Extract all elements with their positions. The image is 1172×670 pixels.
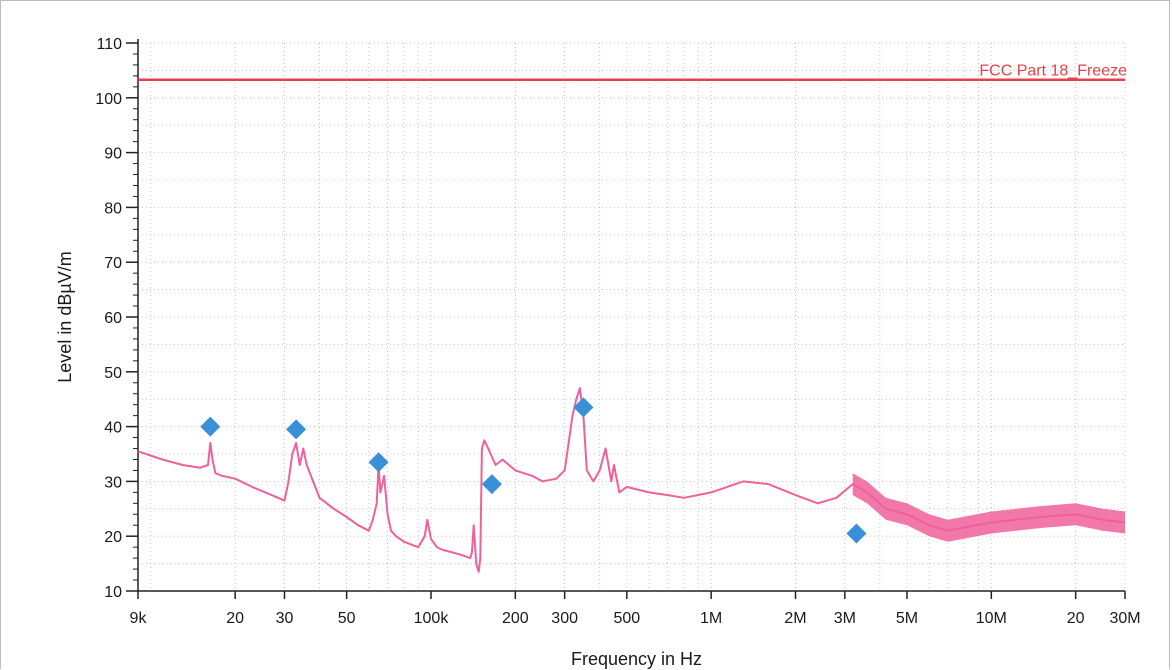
x-tick-label: 50 — [338, 610, 356, 627]
x-tick-label: 500 — [613, 610, 640, 627]
limit-line-group: FCC Part 18_Freeze — [138, 63, 1127, 81]
x-tick-label: 200 — [502, 610, 529, 627]
y-tick-label: 10 — [104, 584, 122, 601]
series-group — [137, 387, 1126, 573]
ticks: 10 20 30 40 50 60 70 80 90 100 110 9k 20 30 50 100k 200 3… — [95, 36, 1140, 627]
x-tick-label: 9k — [130, 610, 148, 627]
x-tick-label: 30M — [1109, 610, 1140, 627]
grid — [137, 42, 1126, 592]
x-tick-label: 30 — [276, 610, 294, 627]
peak-marker — [573, 397, 594, 418]
peak-marker — [286, 419, 307, 440]
x-tick-label: 300 — [551, 610, 578, 627]
y-tick-label: 60 — [104, 310, 122, 327]
y-tick-label: 90 — [104, 146, 122, 163]
peak-marker — [200, 416, 221, 437]
peak-marker — [481, 474, 502, 495]
x-tick-label: 10M — [976, 610, 1007, 627]
x-tick-label: 2M — [784, 610, 806, 627]
y-tick-label: 20 — [104, 529, 122, 546]
x-tick-label: 5M — [896, 610, 918, 627]
y-axis-title: Level in dBµV/m — [55, 251, 75, 382]
axes — [137, 39, 1125, 592]
peak-marker — [368, 452, 389, 473]
x-tick-label: 100k — [414, 610, 450, 627]
y-tick-label: 100 — [95, 91, 122, 108]
y-tick-label: 30 — [104, 474, 122, 491]
y-tick-label: 80 — [104, 200, 122, 217]
y-tick-label: 110 — [96, 36, 122, 53]
y-tick-label: 40 — [104, 420, 122, 437]
x-tick-label: 20 — [226, 610, 244, 627]
x-axis-title: Frequency in Hz — [571, 649, 702, 669]
emission-noise-band — [852, 473, 1125, 542]
emission-trace — [137, 387, 1126, 573]
x-tick-label: 1M — [700, 610, 722, 627]
peak-marker — [846, 523, 867, 544]
y-tick-label: 50 — [104, 365, 122, 382]
limit-label: FCC Part 18_Freeze — [979, 63, 1127, 80]
y-tick-label: 70 — [104, 255, 122, 272]
x-tick-label: 3M — [834, 610, 856, 627]
markers-group — [200, 397, 867, 544]
x-tick-label: 20 — [1067, 610, 1085, 627]
